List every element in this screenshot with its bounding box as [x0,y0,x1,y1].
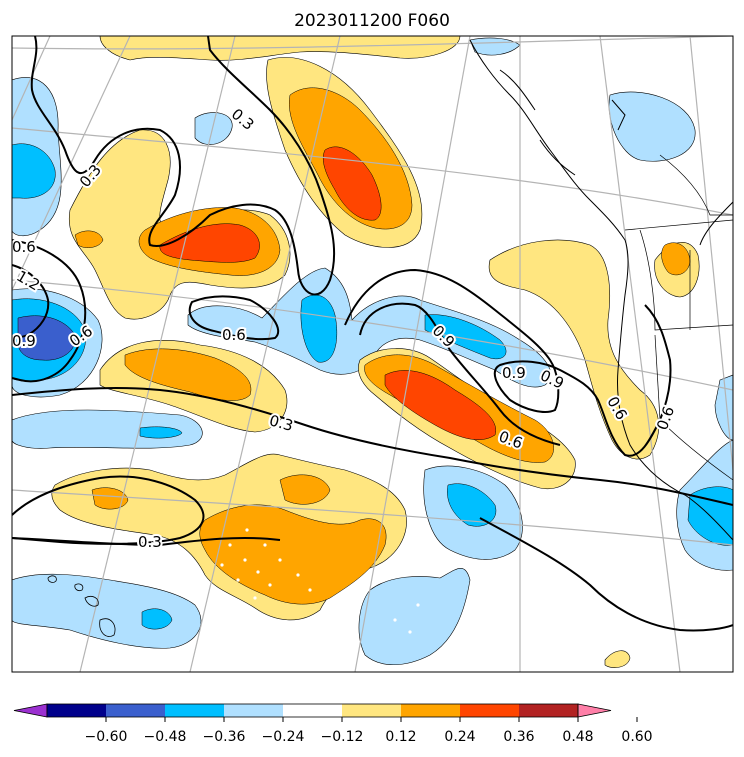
colorbar-outline [46,703,579,718]
map-area: 0.3 0.3 0.6 1.2 0.9 0.6 0.6 0.9 0.9 0.9 … [12,36,733,672]
colorbar-tick-label: −0.24 [262,729,305,745]
colorbar-tick-label: −0.60 [85,729,128,745]
island-outlines [47,575,116,637]
political-boundaries [624,154,733,481]
negative-strong-region [17,315,76,361]
map-title: 2023011200 F060 [294,11,450,31]
contour-label: 0.9 [502,364,526,382]
colorbar-tick-label: 0.60 [621,729,652,745]
colorbar-bin [460,704,519,717]
colorbar-extend-high [577,703,612,718]
colorbar-bin [401,704,460,717]
negative-medium-region [12,143,733,630]
contour-label: 0.3 [138,533,162,551]
colorbar-tick-label: 0.12 [385,729,416,745]
colorbar-bin [224,704,283,717]
map-frame [11,35,734,673]
contour-label: 0.9 [12,332,36,350]
colorbar-bin [165,704,224,717]
speckle-dots [220,528,420,634]
colorbar: −0.60 −0.48 −0.36 −0.24 −0.12 0.12 0.24 0.36 0.4… [13,703,653,745]
contour-lines [12,36,733,632]
colorbar-bin [47,704,106,717]
contour-label: 0.6 [12,238,36,256]
colorbar-tick-label: 0.24 [444,729,475,745]
colorbar-tick-label: 0.48 [562,729,593,745]
colorbar-tick-label: −0.48 [144,729,187,745]
colorbar-bin [519,704,578,717]
colorbar-bin [106,704,165,717]
colorbar-bin [342,704,401,717]
colorbar-tick-label: 0.36 [503,729,534,745]
colorbar-bin [283,704,342,717]
colorbar-tick-label: −0.36 [203,729,246,745]
positive-strong-region [159,146,497,440]
coastlines [469,39,733,541]
graticule-lines [12,36,733,672]
contour-label: 0.6 [222,326,246,344]
colorbar-tick-label: −0.12 [321,729,364,745]
colorbar-extend-low [13,703,48,718]
